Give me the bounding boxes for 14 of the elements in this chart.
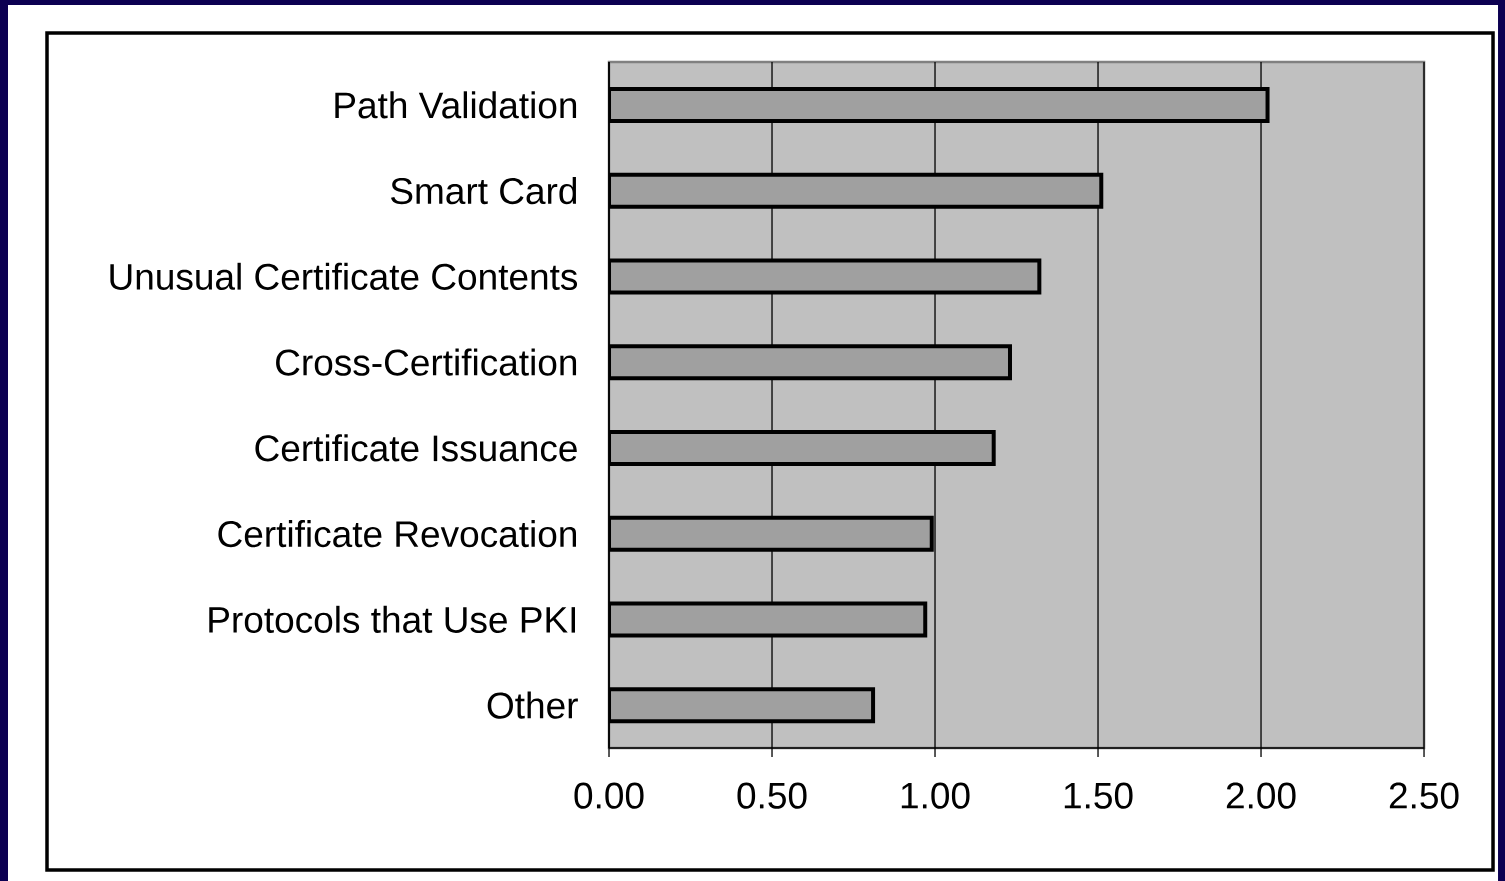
x-tick-label: 1.50 — [1064, 782, 1133, 809]
x-tick-label: 0.50 — [737, 782, 807, 809]
y-tick-label: Certificate Issuance — [255, 434, 577, 462]
x-tick-label: 2.50 — [1389, 782, 1459, 809]
y-tick-label: Other — [487, 691, 578, 719]
y-tick-label: Unusual Certificate Contents — [110, 262, 578, 290]
x-tick-label: 1.00 — [901, 782, 970, 809]
y-tick-label: Cross-Certification — [276, 348, 577, 376]
y-tick-label: Smart Card — [391, 177, 577, 205]
x-tick-label: 0.00 — [574, 782, 644, 809]
y-tick-label: Protocols that Use PKI — [209, 605, 576, 633]
y-tick-label: Certificate Revocation — [218, 520, 576, 548]
y-tick-label: Path Validation — [335, 91, 577, 119]
x-tick-label: 2.00 — [1226, 782, 1296, 809]
